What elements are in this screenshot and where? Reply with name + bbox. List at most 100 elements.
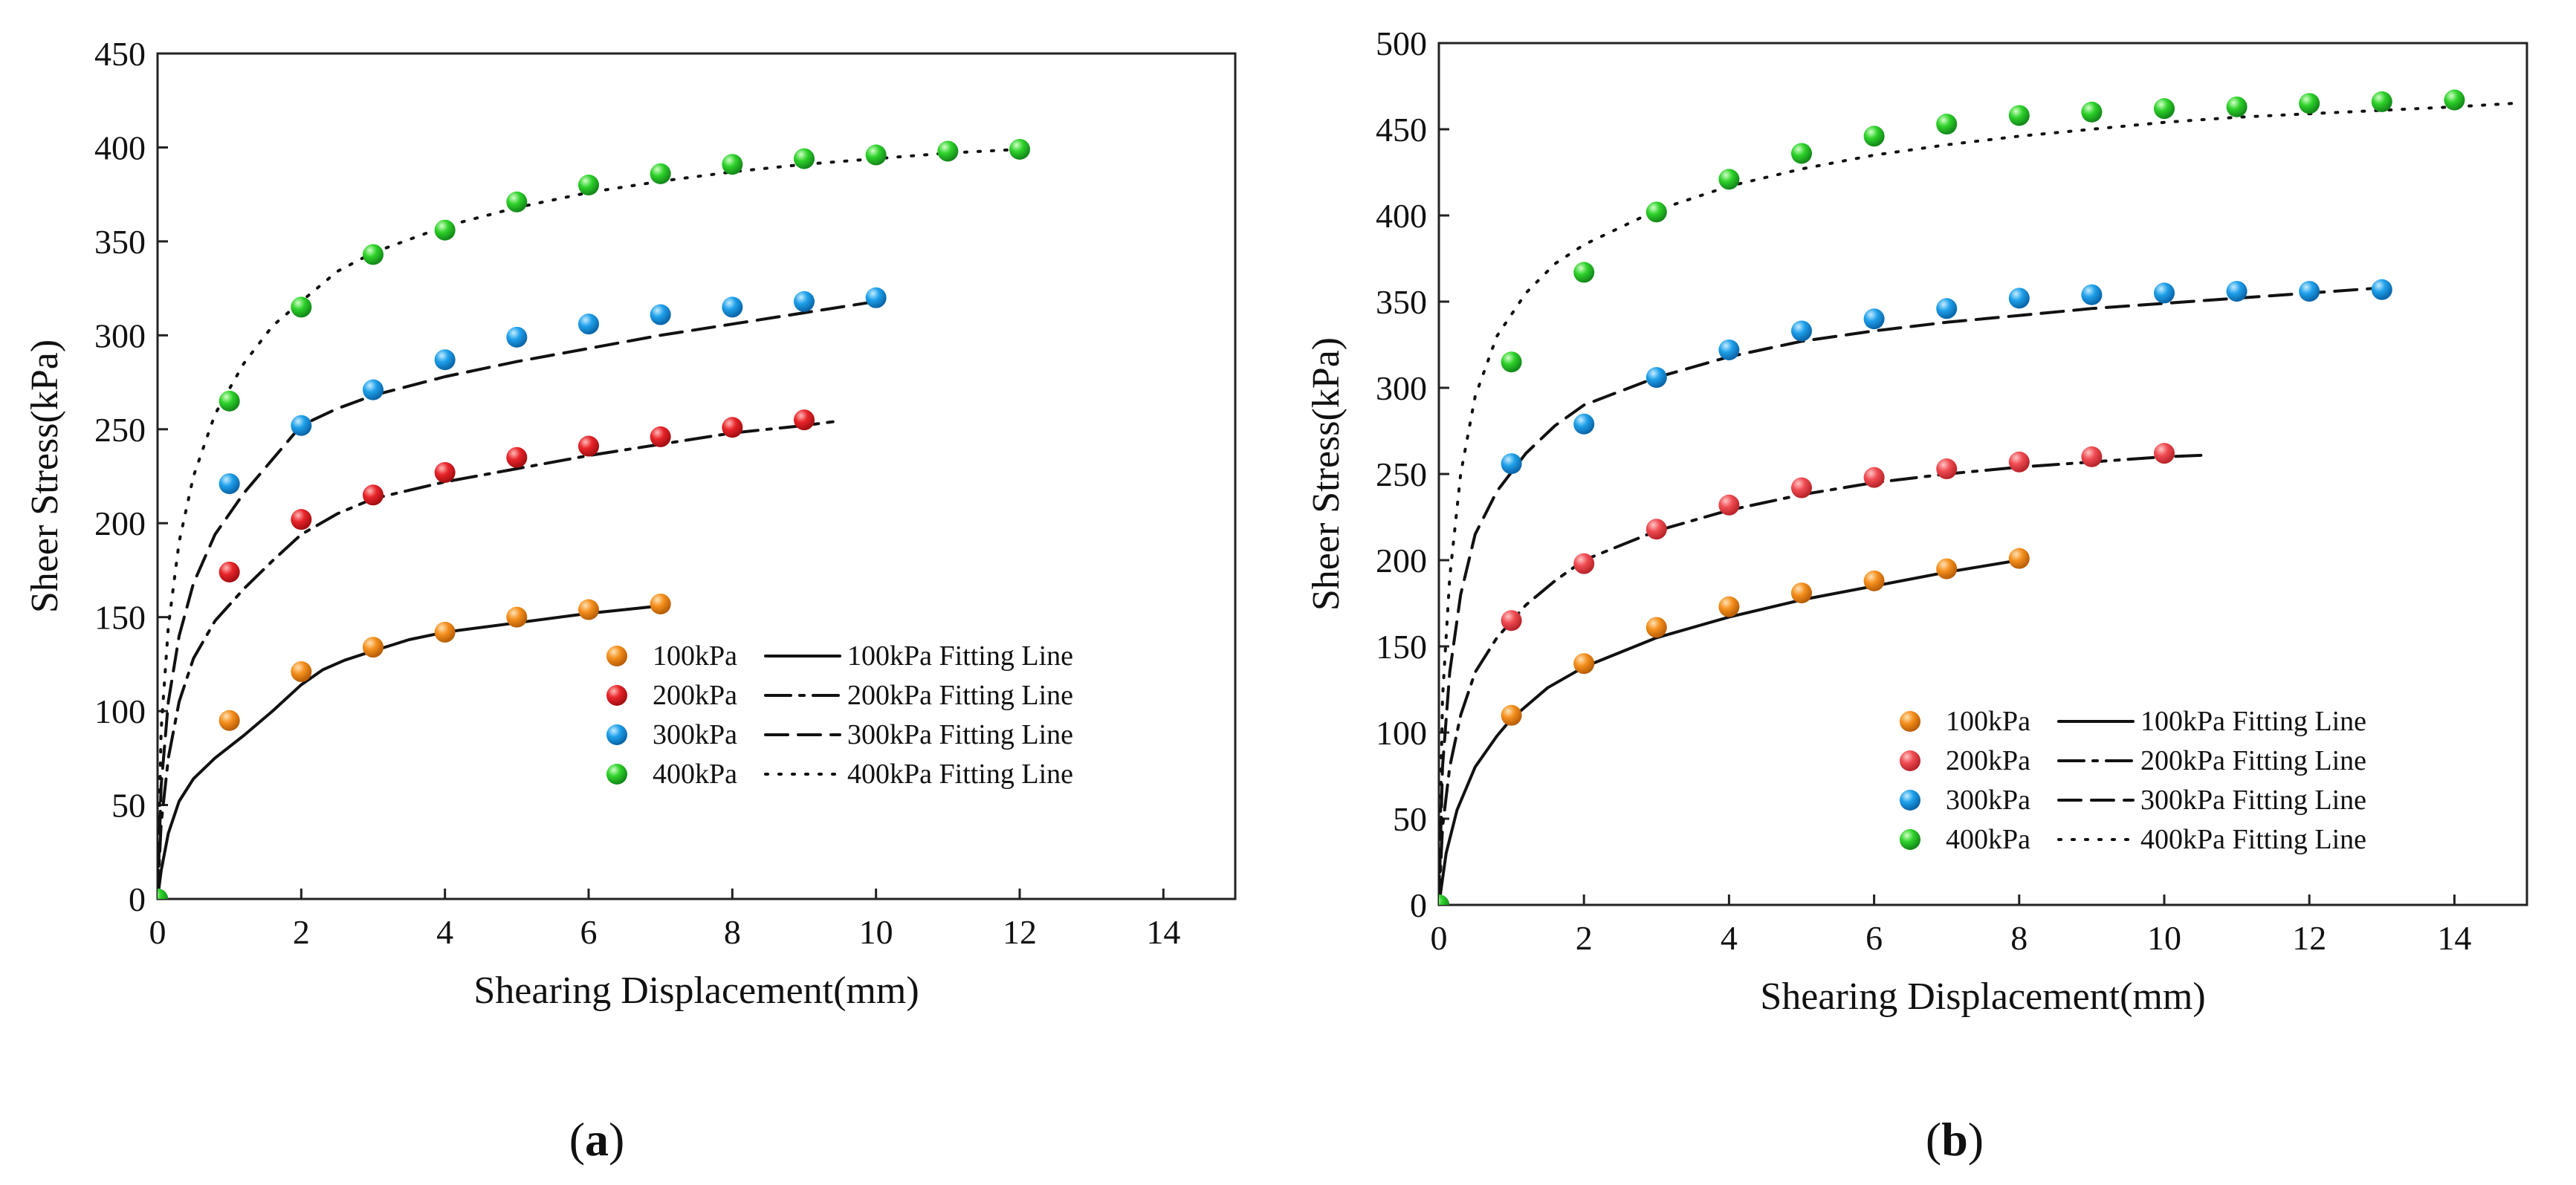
legend-label: 400kPa	[1946, 824, 2030, 855]
data-point-200kPa	[1645, 519, 1667, 540]
x-tick-label: 8	[2010, 919, 2028, 957]
data-point-300kPa	[363, 379, 384, 400]
legend: 100kPa 100kPa Fitting Line 200kPa 200kPa Fi…	[1900, 706, 2366, 855]
data-point-300kPa	[722, 296, 743, 318]
x-tick-label: 14	[2437, 919, 2471, 957]
data-point-300kPa	[1863, 308, 1885, 330]
data-point-300kPa	[219, 473, 240, 495]
data-point-100kPa	[363, 637, 384, 658]
data-point-200kPa	[506, 447, 528, 468]
data-point-300kPa	[2226, 281, 2247, 302]
y-tick-label: 0	[1410, 886, 1427, 924]
chart-panel-b: 0 2 4 6 8 10 12 14 0 50 100 150 200 250 300 350 400 450 50…	[1305, 25, 2528, 1166]
data-point-200kPa	[291, 509, 312, 530]
data-point-300kPa	[2154, 282, 2175, 304]
data-point-300kPa	[578, 314, 599, 335]
data-point-200kPa	[1791, 477, 1812, 499]
legend-fit-label: 200kPa Fitting Line	[2140, 745, 2366, 776]
legend-fit-label: 300kPa Fitting Line	[847, 719, 1073, 750]
fit-line-100kPa	[158, 604, 662, 899]
legend-label: 200kPa	[653, 680, 737, 711]
data-point-200kPa	[363, 484, 384, 506]
legend-label: 400kPa	[653, 759, 737, 790]
data-point-300kPa	[2008, 288, 2030, 309]
data-point-200kPa	[1573, 553, 1595, 574]
data-point-400kPa	[937, 140, 959, 162]
x-axis-title: Shearing Displacement(mm)	[1760, 975, 2205, 1018]
fit-line-200kPa	[158, 420, 835, 899]
data-point-400kPa	[1863, 126, 1885, 147]
data-point-300kPa	[1791, 320, 1812, 342]
fit-line-400kPa	[1439, 102, 2514, 905]
data-point-100kPa	[434, 621, 456, 643]
y-tick-label: 300	[1376, 369, 1427, 407]
x-tick-label: 8	[724, 913, 741, 951]
legend-marker	[1900, 711, 1920, 732]
y-tick-label: 50	[1393, 800, 1427, 838]
data-point-100kPa	[1863, 570, 1885, 591]
data-point-300kPa	[865, 287, 887, 308]
y-tick-label: 200	[94, 504, 146, 542]
x-tick-label: 12	[2292, 919, 2326, 957]
data-point-100kPa	[1936, 558, 1958, 579]
y-tick-label: 300	[94, 316, 146, 354]
y-tick-label: 100	[94, 692, 146, 730]
x-tick-label: 2	[1576, 919, 1593, 957]
x-tick-label: 10	[2147, 919, 2181, 957]
y-tick-label: 500	[1376, 25, 1427, 62]
y-tick-label: 200	[1376, 542, 1427, 579]
legend-label: 300kPa	[1946, 785, 2030, 816]
x-tick-label: 14	[1146, 913, 1180, 951]
data-point-100kPa	[506, 606, 528, 628]
fit-line-400kPa	[158, 148, 1021, 899]
data-point-400kPa	[722, 154, 743, 175]
legend-label: 300kPa	[653, 719, 737, 750]
data-point-400kPa	[650, 163, 671, 184]
chart-panel-a: 0 2 4 6 8 10 12 14 0 50 100 150 200 250 300 350 400 450 Sh…	[24, 35, 1237, 1166]
data-point-400kPa	[2081, 101, 2103, 123]
data-point-200kPa	[794, 409, 815, 431]
panel-label: (a)	[569, 1113, 625, 1166]
data-point-400kPa	[1718, 169, 1740, 190]
data-point-400kPa	[1936, 114, 1958, 135]
data-point-300kPa	[1645, 367, 1667, 389]
x-tick-label: 12	[1003, 913, 1037, 951]
data-point-300kPa	[434, 349, 456, 371]
x-tick-label: 6	[580, 913, 598, 951]
fit-line-300kPa	[1439, 286, 2384, 905]
legend-fit-label: 200kPa Fitting Line	[847, 680, 1073, 711]
data-point-300kPa	[2371, 279, 2392, 300]
data-point-100kPa	[1645, 617, 1667, 638]
data-point-400kPa	[506, 191, 528, 212]
data-point-200kPa	[2081, 446, 2103, 467]
legend-fit-label: 400kPa Fitting Line	[847, 759, 1073, 790]
legend-fit-label: 100kPa Fitting Line	[2140, 706, 2366, 737]
data-point-100kPa	[578, 599, 599, 620]
data-point-100kPa	[1501, 704, 1522, 726]
x-tick-label: 10	[859, 913, 893, 951]
data-point-300kPa	[1501, 453, 1522, 475]
data-point-400kPa	[2299, 93, 2320, 114]
data-point-200kPa	[219, 561, 240, 582]
data-point-400kPa	[2008, 105, 2030, 126]
y-tick-label: 450	[1376, 111, 1427, 149]
data-point-300kPa	[1573, 413, 1595, 435]
data-point-400kPa	[291, 296, 312, 318]
y-tick-label: 50	[111, 787, 146, 825]
x-tick-label: 2	[293, 913, 310, 951]
fit-line-200kPa	[1439, 453, 2210, 905]
y-tick-label: 100	[1376, 714, 1427, 752]
y-tick-label: 150	[94, 599, 146, 637]
data-point-400kPa	[363, 244, 384, 265]
legend-label: 100kPa	[653, 640, 737, 672]
legend: 100kPa 100kPa Fitting Line 200kPa 200kPa Fi…	[606, 640, 1073, 790]
legend-marker	[1900, 829, 1920, 850]
data-point-300kPa	[2081, 284, 2103, 305]
data-point-400kPa	[1439, 895, 1449, 905]
data-point-300kPa	[1936, 298, 1958, 319]
data-point-200kPa	[650, 426, 671, 447]
data-point-400kPa	[1573, 262, 1595, 283]
data-point-100kPa	[1573, 653, 1595, 675]
